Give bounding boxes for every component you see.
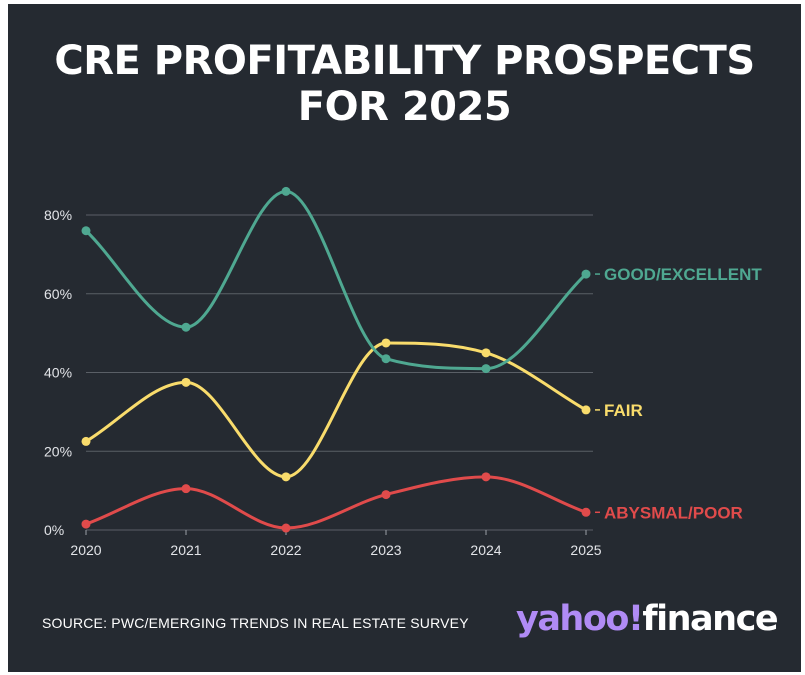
chart-title: CRE PROFITABILITY PROSPECTS FOR 2025 (54, 38, 755, 130)
y-tick-label: 80% (44, 207, 72, 223)
y-tick-label: 40% (44, 365, 72, 381)
x-tick-label: 2024 (470, 542, 501, 558)
data-point-good-excellent (281, 186, 291, 196)
series-label-good-excellent: GOOD/EXCELLENT (604, 265, 762, 284)
y-tick-label: 0% (44, 522, 64, 538)
data-point-abysmal-poor (81, 519, 91, 529)
data-point-good-excellent (81, 226, 91, 236)
line-chart: 0% 20% 40% 60% 80% 2020 2021 2022 2023 2024 2025 A… (44, 186, 762, 558)
data-point-good-excellent (481, 364, 491, 374)
gridlines (86, 214, 593, 531)
y-tick-label: 20% (44, 443, 72, 459)
x-tick-label: 2021 (170, 542, 201, 558)
data-point-abysmal-poor (581, 507, 591, 517)
logo-finance: finance (642, 599, 778, 639)
data-point-good-excellent (181, 322, 191, 332)
series-line-abysmal-poor (84, 475, 588, 530)
data-point-fair (181, 377, 191, 387)
series-label-fair: FAIR (604, 401, 643, 420)
series-line-fair (84, 341, 588, 479)
series-lines (81, 186, 591, 533)
x-tick-label: 2025 (570, 542, 601, 558)
chart-card: CRE PROFITABILITY PROSPECTS FOR 2025 0% 2… (8, 4, 801, 672)
data-point-good-excellent (581, 269, 591, 279)
data-point-fair (81, 436, 91, 446)
data-point-abysmal-poor (281, 523, 291, 533)
data-point-abysmal-poor (181, 484, 191, 494)
axis-ticks: 0% 20% 40% 60% 80% 2020 2021 2022 2023 2024 2025 (44, 207, 602, 558)
source-note: SOURCE: PWC/EMERGING TRENDS IN REAL ESTA… (42, 615, 469, 631)
data-point-fair (481, 348, 491, 358)
data-point-abysmal-poor (481, 472, 491, 482)
data-point-fair (581, 405, 591, 415)
y-tick-label: 60% (44, 286, 72, 302)
data-point-abysmal-poor (381, 490, 391, 500)
data-point-fair (381, 338, 391, 348)
yahoo-finance-logo: yahoo!finance (516, 597, 779, 641)
x-tick-label: 2023 (370, 542, 401, 558)
series-labels: ABYSMAL/POOR FAIR GOOD/EXCELLENT (595, 265, 762, 522)
series-label-abysmal-poor: ABYSMAL/POOR (604, 503, 743, 522)
x-tick-label: 2022 (270, 542, 301, 558)
logo-yahoo: yahoo! (516, 599, 644, 639)
data-point-good-excellent (381, 354, 391, 364)
series-line-good-excellent (84, 189, 588, 371)
x-tick-label: 2020 (70, 542, 101, 558)
data-point-fair (281, 472, 291, 482)
